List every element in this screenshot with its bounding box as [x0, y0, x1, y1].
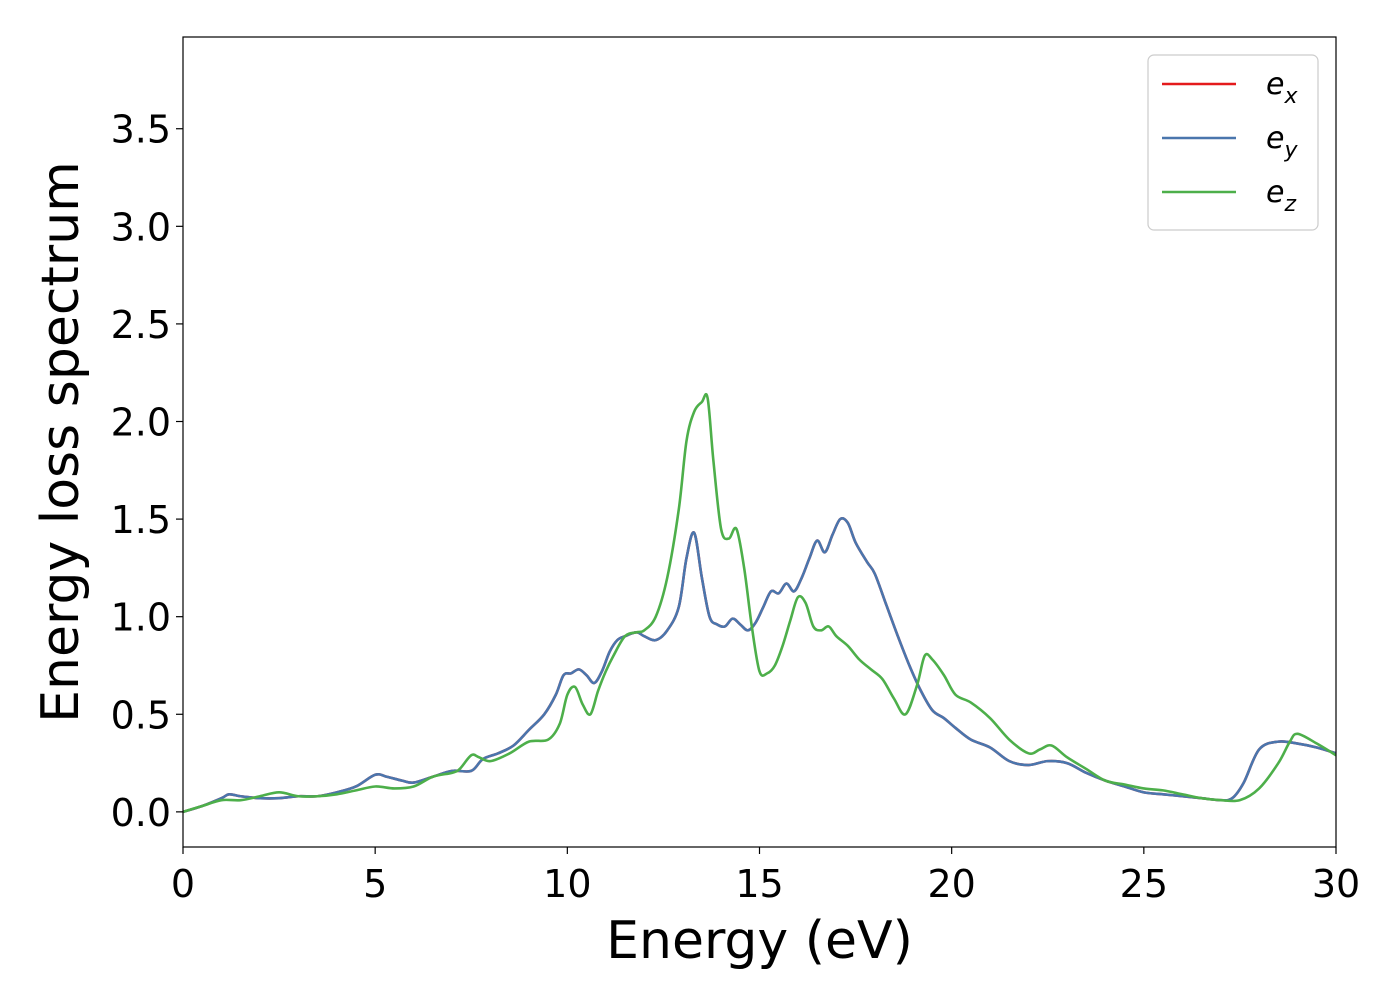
series-line-x [183, 517, 1336, 814]
y-tick-label: 1.0 [111, 596, 171, 640]
legend: ex ey ez [1147, 54, 1319, 231]
y-tick-label: 1.5 [111, 498, 171, 542]
x-tick-label: 10 [543, 862, 591, 906]
x-tick-label: 20 [927, 862, 975, 906]
legend-label-y: ey [1266, 121, 1298, 163]
y-tick-label: 3.0 [111, 205, 171, 249]
x-tick-label: 0 [171, 862, 195, 906]
x-tick-label: 5 [363, 862, 387, 906]
y-tick-label: 2.0 [111, 401, 171, 445]
y-axis-label: Energy loss spectrum [31, 161, 91, 723]
y-tick-label: 0.5 [111, 693, 171, 737]
x-axis-label: Energy (eV) [606, 911, 913, 971]
legend-label-x: ex [1266, 67, 1298, 109]
y-tick-label: 2.5 [111, 303, 171, 347]
x-tick-label: 25 [1120, 862, 1168, 906]
series-line-z [183, 392, 1336, 814]
series-line-y [183, 517, 1336, 814]
x-tick-label: 30 [1312, 862, 1360, 906]
x-tick-label: 15 [735, 862, 783, 906]
y-tick-label: 3.5 [111, 108, 171, 152]
y-tick-label: 0.0 [111, 791, 171, 835]
legend-box [1147, 54, 1319, 231]
y-axis-ticks: 0.0 0.5 1.0 1.5 2.0 2.5 3.0 3.5 [111, 108, 183, 835]
x-axis-ticks: 0 5 10 15 20 25 30 [171, 847, 1360, 906]
legend-label-z: ez [1266, 175, 1296, 217]
series-layer [183, 392, 1336, 814]
plot-frame [182, 36, 1337, 848]
